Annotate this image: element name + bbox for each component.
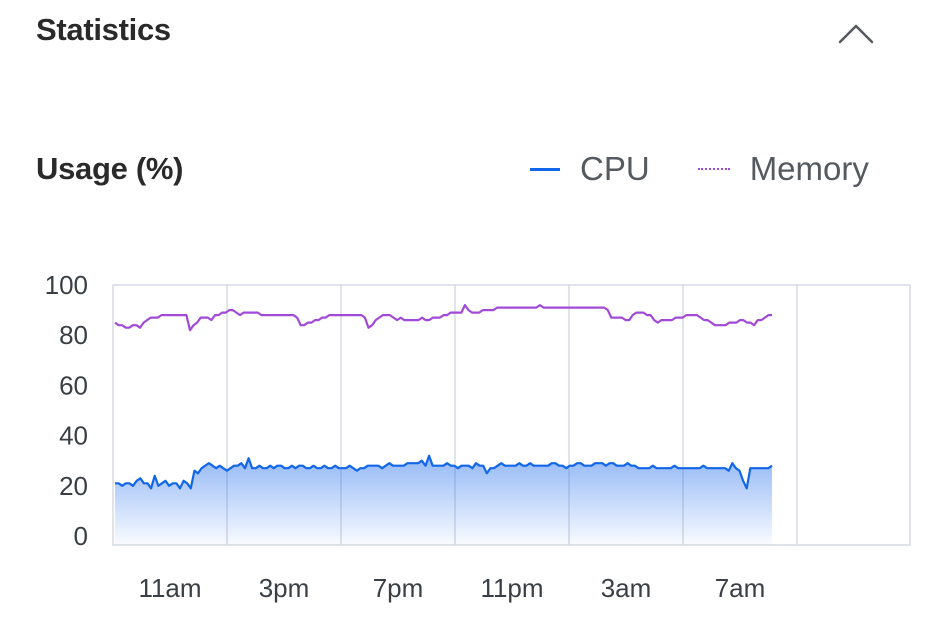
chart-title: Usage (%) [36, 151, 184, 186]
y-tick-label: 0 [74, 521, 88, 551]
y-tick-label: 60 [59, 370, 88, 400]
y-tick-label: 100 [45, 270, 88, 300]
x-tick-label: 11pm [480, 573, 543, 603]
legend-label-cpu: CPU [580, 150, 650, 187]
chevron-up-icon [838, 24, 874, 44]
x-tick-label: 3am [601, 573, 652, 603]
series-area-cpu [115, 455, 772, 545]
collapse-button[interactable] [834, 16, 878, 50]
x-tick-label: 3pm [259, 573, 310, 603]
chart-legend: CPU Memory [526, 150, 869, 188]
x-tick-label: 7pm [373, 573, 424, 603]
legend-swatch-cpu [526, 162, 562, 176]
y-tick-label: 40 [59, 421, 88, 451]
legend-label-memory: Memory [749, 150, 869, 187]
x-tick-label: 11am [138, 573, 201, 603]
legend-item-memory[interactable]: Memory [696, 150, 869, 188]
y-tick-label: 20 [59, 471, 88, 501]
legend-item-cpu[interactable]: CPU [526, 150, 650, 188]
y-tick-label: 80 [59, 320, 88, 350]
legend-swatch-memory [696, 162, 732, 176]
series-line-cpu[interactable] [115, 454, 773, 490]
section-title: Statistics [36, 12, 171, 47]
series-line-memory[interactable] [114, 304, 772, 332]
x-tick-label: 7am [715, 573, 766, 603]
